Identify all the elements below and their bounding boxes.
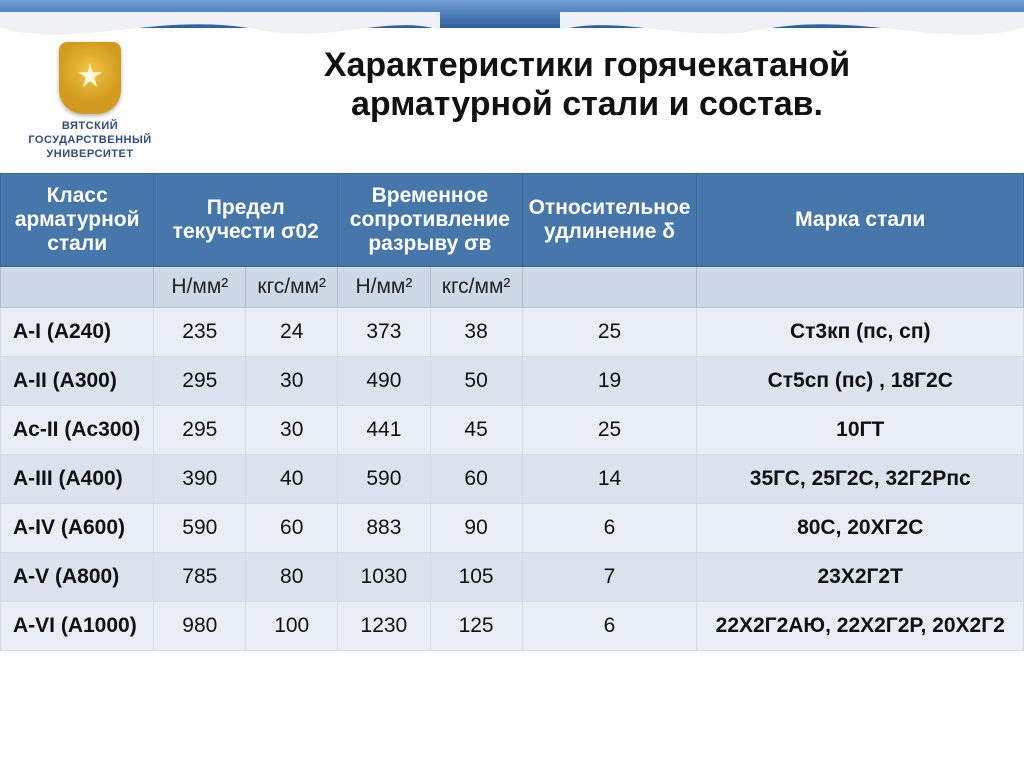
cell-brand: 10ГТ (697, 406, 1024, 455)
uni-line3: УНИВЕРСИТЕТ (0, 148, 180, 162)
cell-class: Ac-II (Ac300) (1, 406, 154, 455)
table-body: A-I (A240)235243733825Ст3кп (пс, сп)A-II… (1, 308, 1024, 651)
unit-n-mm2-2: Н/мм² (338, 267, 430, 308)
cell-class: A-V (A800) (1, 553, 154, 602)
col-class: Класс арматурной стали (1, 174, 154, 267)
cell-tensile-k: 38 (430, 308, 522, 357)
cell-yield-n: 785 (154, 553, 246, 602)
col-tensile: Временное сопротивление разрыву σв (338, 174, 522, 267)
cell-class: A-IV (A600) (1, 504, 154, 553)
cell-tensile-n: 590 (338, 455, 430, 504)
table-row: A-I (A240)235243733825Ст3кп (пс, сп) (1, 308, 1024, 357)
table-header: Класс арматурной стали Предел текучести … (1, 174, 1024, 308)
cell-class: A-I (A240) (1, 308, 154, 357)
cell-tensile-k: 50 (430, 357, 522, 406)
cell-elong: 25 (522, 308, 697, 357)
cell-yield-n: 235 (154, 308, 246, 357)
cell-yield-k: 40 (246, 455, 338, 504)
logo-block: ВЯТСКИЙ ГОСУДАРСТВЕННЫЙ УНИВЕРСИТЕТ (0, 8, 180, 161)
unit-kgs-mm2-1: кгс/мм² (246, 267, 338, 308)
col-brand: Марка стали (697, 174, 1024, 267)
cell-elong: 25 (522, 406, 697, 455)
cell-brand: 22Х2Г2АЮ, 22Х2Г2Р, 20Х2Г2 (697, 602, 1024, 651)
cell-class: A-VI (A1000) (1, 602, 154, 651)
cell-yield-k: 80 (246, 553, 338, 602)
cell-yield-n: 980 (154, 602, 246, 651)
col-yield-label: Предел текучести σ02 (173, 196, 319, 243)
cell-brand: Ст3кп (пс, сп) (697, 308, 1024, 357)
cell-tensile-k: 125 (430, 602, 522, 651)
cell-tensile-n: 490 (338, 357, 430, 406)
cell-brand: Ст5сп (пс) , 18Г2С (697, 357, 1024, 406)
cell-yield-n: 295 (154, 357, 246, 406)
table-row: A-IV (A600)5906088390680С, 20ХГ2С (1, 504, 1024, 553)
unit-n-mm2-1: Н/мм² (154, 267, 246, 308)
cell-class: A-III (A400) (1, 455, 154, 504)
header: ВЯТСКИЙ ГОСУДАРСТВЕННЫЙ УНИВЕРСИТЕТ Хара… (0, 0, 1024, 161)
cell-yield-n: 390 (154, 455, 246, 504)
cell-brand: 80С, 20ХГ2С (697, 504, 1024, 553)
cell-tensile-k: 105 (430, 553, 522, 602)
uni-line1: ВЯТСКИЙ (0, 120, 180, 134)
col-elong: Относительное удлинение δ (522, 174, 697, 267)
cell-tensile-k: 45 (430, 406, 522, 455)
cell-elong: 14 (522, 455, 697, 504)
cell-elong: 6 (522, 504, 697, 553)
steel-properties-table: Класс арматурной стали Предел текучести … (0, 173, 1024, 651)
cell-elong: 19 (522, 357, 697, 406)
cell-yield-k: 24 (246, 308, 338, 357)
cell-tensile-n: 441 (338, 406, 430, 455)
units-row: Н/мм² кгс/мм² Н/мм² кгс/мм² (1, 267, 1024, 308)
cell-tensile-n: 373 (338, 308, 430, 357)
col-tensile-label: Временное сопротивление разрыву σв (350, 184, 510, 255)
page-title: Характеристики горячекатаной арматурной … (180, 8, 1024, 124)
table-row: A-II (A300)295304905019Ст5сп (пс) , 18Г2… (1, 357, 1024, 406)
cell-tensile-n: 1030 (338, 553, 430, 602)
university-crest-icon (59, 42, 121, 114)
cell-yield-n: 590 (154, 504, 246, 553)
cell-yield-k: 30 (246, 357, 338, 406)
cell-tensile-n: 883 (338, 504, 430, 553)
unit-kgs-mm2-2: кгс/мм² (430, 267, 522, 308)
table-row: A-V (A800)785801030105723Х2Г2Т (1, 553, 1024, 602)
cell-elong: 6 (522, 602, 697, 651)
uni-line2: ГОСУДАРСТВЕННЫЙ (0, 134, 180, 148)
title-line2: арматурной стали и состав. (351, 85, 823, 123)
cell-yield-n: 295 (154, 406, 246, 455)
university-name: ВЯТСКИЙ ГОСУДАРСТВЕННЫЙ УНИВЕРСИТЕТ (0, 120, 180, 161)
cell-tensile-k: 60 (430, 455, 522, 504)
cell-class: A-II (A300) (1, 357, 154, 406)
col-yield: Предел текучести σ02 (154, 174, 338, 267)
cell-yield-k: 30 (246, 406, 338, 455)
cell-yield-k: 60 (246, 504, 338, 553)
table-row: A-VI (A1000)9801001230125622Х2Г2АЮ, 22Х2… (1, 602, 1024, 651)
table-row: Ac-II (Ac300)29530441452510ГТ (1, 406, 1024, 455)
cell-brand: 35ГС, 25Г2С, 32Г2Рпс (697, 455, 1024, 504)
cell-elong: 7 (522, 553, 697, 602)
cell-tensile-n: 1230 (338, 602, 430, 651)
cell-tensile-k: 90 (430, 504, 522, 553)
cell-yield-k: 100 (246, 602, 338, 651)
table-row: A-III (A400)39040590601435ГС, 25Г2С, 32Г… (1, 455, 1024, 504)
title-line1: Характеристики горячекатаной (324, 46, 850, 84)
cell-brand: 23Х2Г2Т (697, 553, 1024, 602)
